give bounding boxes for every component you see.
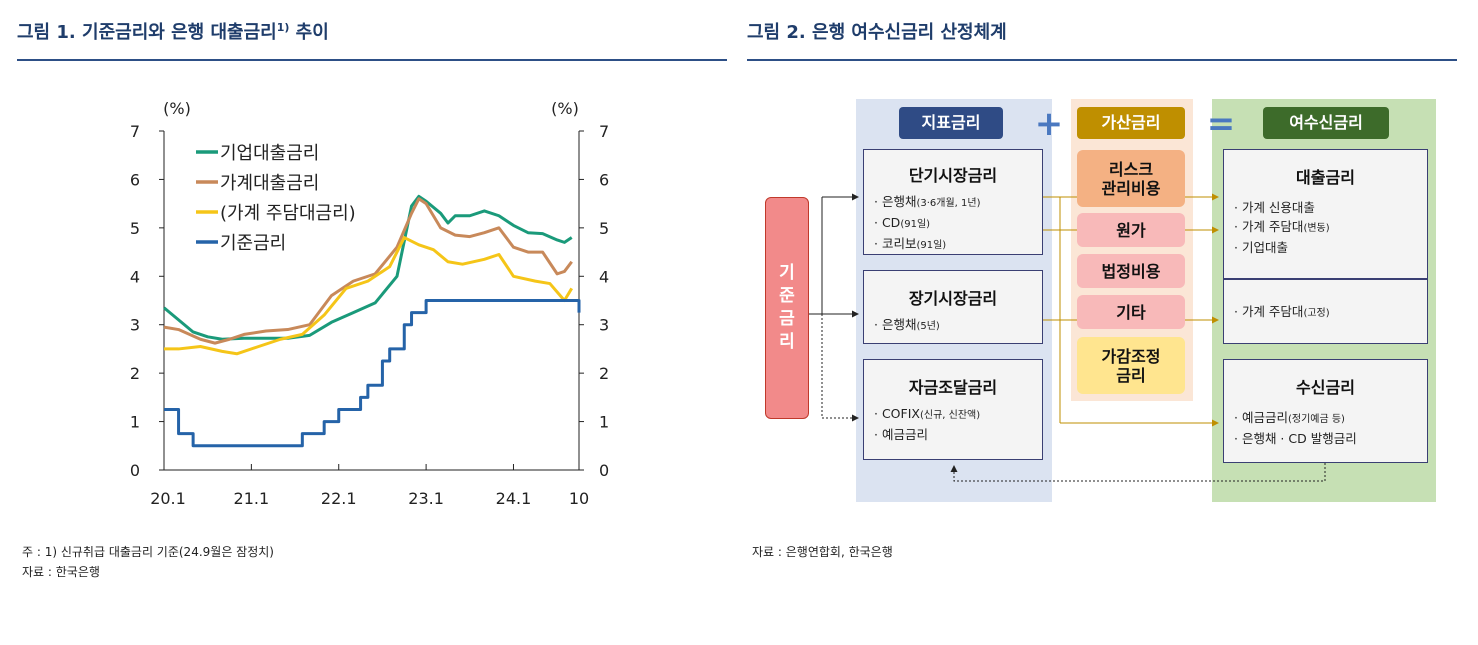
list-item: 예금금리 <box>874 425 1042 444</box>
y-tick-label-left: 7 <box>130 122 140 141</box>
list-item: COFIX(신규, 신잔액) <box>874 404 1042 425</box>
title-rule <box>17 59 727 61</box>
title-rule <box>747 59 1457 61</box>
note-source: 자료 : 한국은행 <box>22 565 100 579</box>
list-item: 예금금리(정기예금 등) <box>1234 408 1427 429</box>
spread-item-label: 원가 <box>1116 220 1146 240</box>
x-tick-label: 10 <box>569 489 589 508</box>
note-source: 자료 : 은행연합회, 한국은행 <box>752 545 893 559</box>
loan-rate-title: 대출금리 <box>1296 168 1355 187</box>
y-tick-label-left: 0 <box>130 461 140 480</box>
y-tick-label-right: 3 <box>599 316 609 335</box>
list-item: 은행채(5년) <box>874 315 1042 336</box>
long-term-box: 장기시장금리 은행채(5년) <box>863 270 1043 344</box>
fixed-mortgage-box: 가계 주담대(고정) <box>1223 279 1428 344</box>
spread-header: 가산금리 <box>1077 107 1185 139</box>
spread-item-risk: 리스크 관리비용 <box>1077 150 1185 207</box>
legend-label: 기준금리 <box>220 233 286 254</box>
deposit-rate-title: 수신금리 <box>1296 378 1355 397</box>
y-tick-label-right: 1 <box>599 413 609 432</box>
y-tick-label-left: 6 <box>130 170 140 189</box>
y-tick-label-right: 0 <box>599 461 609 480</box>
spread-item-adjust: 가감조정 금리 <box>1077 337 1185 394</box>
note-footnote: 주 : 1) 신규취급 대출금리 기준(24.9월은 잠정치) <box>22 545 274 559</box>
loan-rate-list: 가계 신용대출가계 주담대(변동)기업대출 <box>1234 198 1427 257</box>
y-tick-label-left: 1 <box>130 413 140 432</box>
y-tick-label-left: 3 <box>130 316 140 335</box>
spread-item-label: 법정비용 <box>1101 261 1161 281</box>
short-term-list: 은행채(3·6개월, 1년)CD(91일)코리보(91일) <box>874 192 1042 255</box>
y-tick-label-right: 6 <box>599 170 609 189</box>
equals-icon: = <box>1206 104 1236 144</box>
spread-item-legal: 법정비용 <box>1077 254 1185 288</box>
funding-cost-list: COFIX(신규, 신잔액)예금금리 <box>874 404 1042 444</box>
list-item: 가계 주담대(변동) <box>1234 217 1427 238</box>
list-item: 은행채 · CD 발행금리 <box>1234 429 1427 448</box>
x-tick-label: 24.1 <box>496 489 532 508</box>
series-line <box>164 236 574 356</box>
spread-item-cost: 원가 <box>1077 213 1185 247</box>
rate-trend-chart: 0 0 1 1 2 2 3 3 4 4 5 5 6 6 7 7 (%) (%) 20.1 21.1 22.1 23.1 24… <box>130 99 609 508</box>
legend-label: (가계 주담대금리) <box>220 203 356 224</box>
funding-cost-title: 자금조달금리 <box>908 378 998 397</box>
spread-item-label: 기타 <box>1116 302 1146 322</box>
y-unit-left: (%) <box>163 99 191 118</box>
plus-icon: + <box>1034 104 1064 144</box>
chart-series <box>163 194 581 448</box>
spread-item-label: 리스크 관리비용 <box>1101 159 1161 198</box>
list-item: 가계 신용대출 <box>1234 198 1427 217</box>
y-tick-label-right: 5 <box>599 219 609 238</box>
result-rate-header: 여수신금리 <box>1263 107 1389 139</box>
spread-item-other: 기타 <box>1077 295 1185 329</box>
funding-cost-box: 자금조달금리 COFIX(신규, 신잔액)예금금리 <box>863 359 1043 460</box>
y-tick-label-right: 4 <box>599 267 609 286</box>
long-term-list: 은행채(5년) <box>874 315 1042 336</box>
deposit-rate-box: 수신금리 예금금리(정기예금 등)은행채 · CD 발행금리 <box>1223 359 1428 463</box>
y-tick-label-right: 7 <box>599 122 609 141</box>
y-tick-label-left: 5 <box>130 219 140 238</box>
list-item: 코리보(91일) <box>874 234 1042 255</box>
chart-axes: 0 0 1 1 2 2 3 3 4 4 5 5 6 6 7 7 (%) (%) 20.1 21.1 22.1 23.1 24… <box>130 99 609 508</box>
figure1-title: 그림 1. 기준금리와 은행 대출금리1) 추이 <box>17 21 329 43</box>
series-line <box>163 197 573 345</box>
x-tick-label: 20.1 <box>150 489 186 508</box>
deposit-rate-list: 예금금리(정기예금 등)은행채 · CD 발행금리 <box>1234 408 1427 448</box>
list-item: CD(91일) <box>874 213 1042 234</box>
legend-label: 가계대출금리 <box>220 173 319 194</box>
legend-label: 기업대출금리 <box>220 143 319 164</box>
x-tick-label: 21.1 <box>234 489 270 508</box>
x-tick-label: 23.1 <box>408 489 444 508</box>
list-item: 은행채(3·6개월, 1년) <box>874 192 1042 213</box>
series-line <box>164 299 581 448</box>
short-term-title: 단기시장금리 <box>908 166 998 185</box>
list-item: 기업대출 <box>1234 238 1427 257</box>
loan-rate-box: 대출금리 가계 신용대출가계 주담대(변동)기업대출 <box>1223 149 1428 279</box>
y-tick-label-right: 2 <box>599 364 609 383</box>
y-tick-label-left: 2 <box>130 364 140 383</box>
y-unit-right: (%) <box>551 99 579 118</box>
fixed-mortgage-list: 가계 주담대(고정) <box>1234 302 1427 323</box>
y-tick-label-left: 4 <box>130 267 140 286</box>
index-rate-header: 지표금리 <box>899 107 1003 139</box>
spread-item-label: 가감조정 금리 <box>1101 346 1161 385</box>
short-term-box: 단기시장금리 은행채(3·6개월, 1년)CD(91일)코리보(91일) <box>863 149 1043 255</box>
list-item: 가계 주담대(고정) <box>1234 302 1427 323</box>
x-tick-label: 22.1 <box>321 489 357 508</box>
long-term-title: 장기시장금리 <box>908 289 998 308</box>
figure2-title: 그림 2. 은행 여수신금리 산정체계 <box>747 22 1007 43</box>
